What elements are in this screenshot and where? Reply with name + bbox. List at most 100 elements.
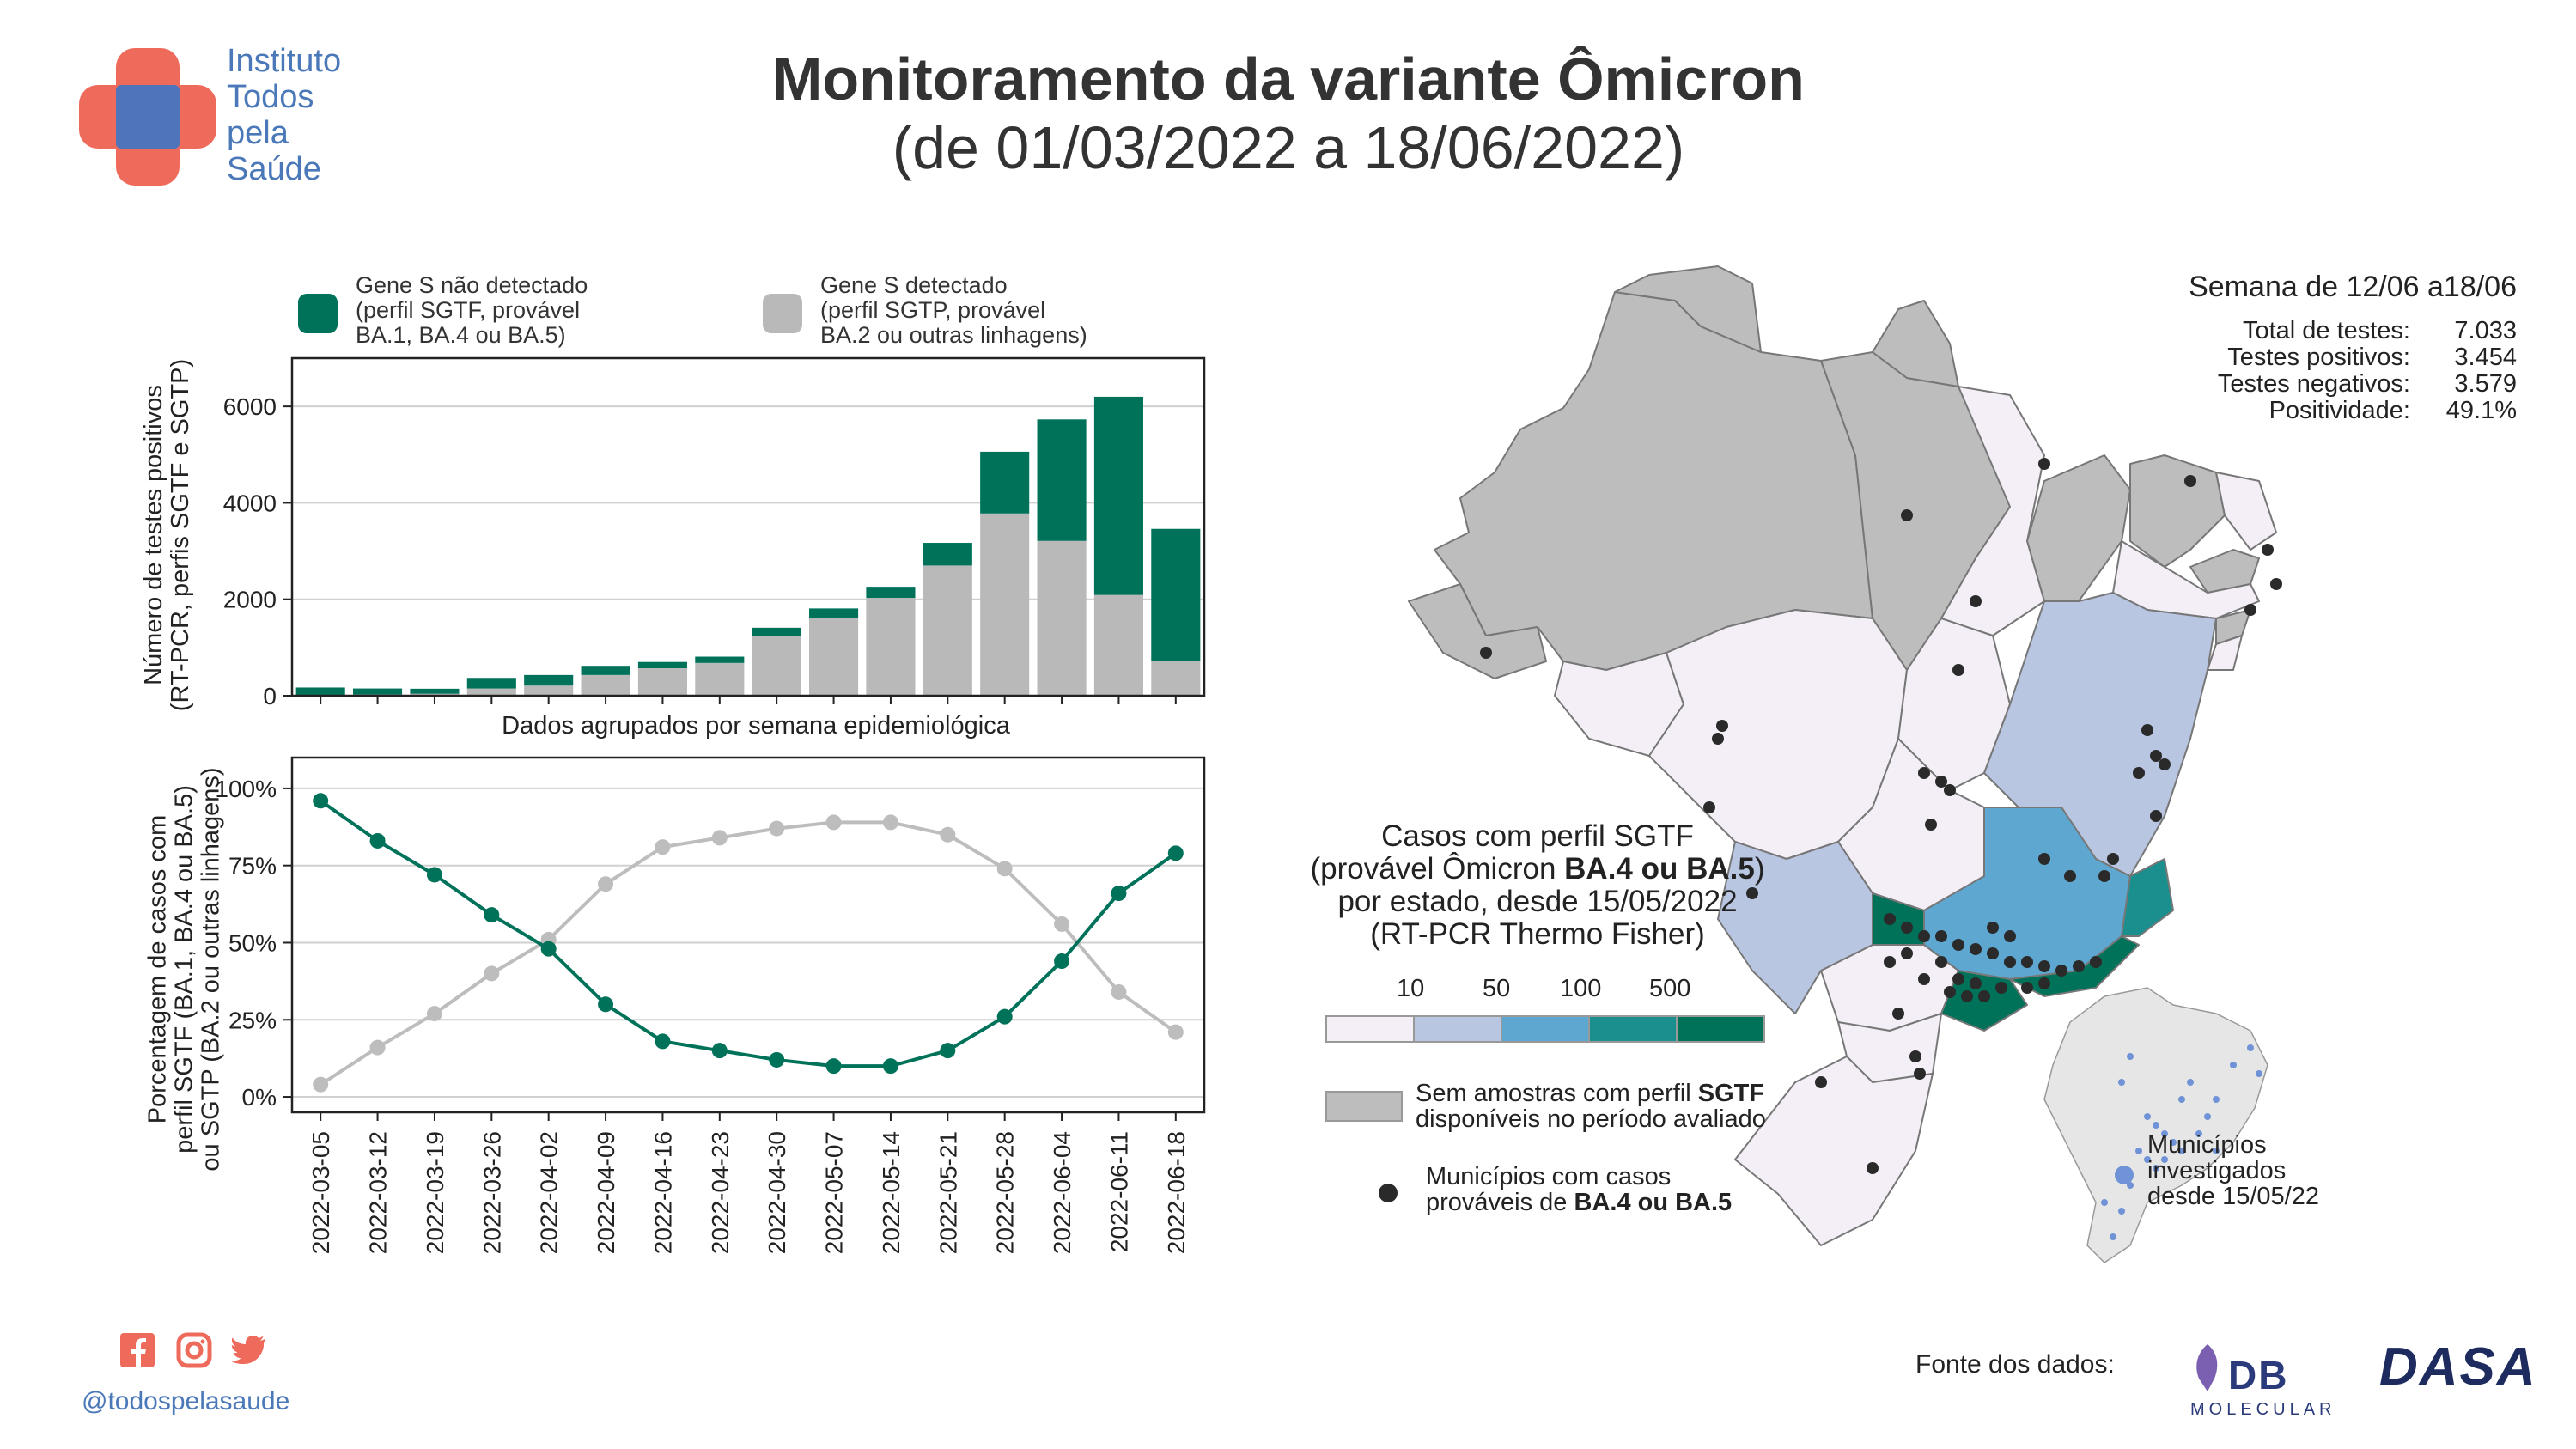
x-tick-label: 2022-04-02 bbox=[536, 1131, 563, 1254]
point-sgtf bbox=[484, 907, 500, 923]
no-samples-label: Sem amostras com perfil SGTF disponíveis… bbox=[1416, 1080, 1766, 1133]
stats-row: Testes positivos: 3.454 bbox=[2227, 344, 2517, 371]
social-icons bbox=[120, 1332, 265, 1368]
legend-sgtf-swatch bbox=[298, 294, 338, 333]
point-sgtf bbox=[426, 867, 442, 883]
point-sgtp bbox=[711, 830, 728, 846]
bar-sgtp bbox=[1151, 661, 1201, 696]
y-tick-label: 75% bbox=[228, 853, 277, 880]
bar-sgtp bbox=[695, 662, 745, 696]
x-tick-label: 2022-05-14 bbox=[878, 1131, 904, 1254]
bar-sgtp bbox=[866, 598, 916, 696]
twitter-icon bbox=[230, 1335, 265, 1364]
bar-sgtf bbox=[637, 661, 687, 668]
color-scale-bar bbox=[1325, 1015, 1765, 1043]
point-sgtp bbox=[598, 876, 614, 892]
stats-row: Total de testes: 7.033 bbox=[2242, 317, 2517, 344]
state-ms bbox=[1717, 841, 1873, 1014]
point-sgtf bbox=[655, 1033, 671, 1050]
stats-row: Positividade: 49.1% bbox=[2268, 397, 2517, 424]
social-handle[interactable]: @todospelasaude bbox=[82, 1387, 290, 1416]
point-sgtf bbox=[369, 832, 386, 849]
bar-chart: 0 2000 4000 6000 bbox=[223, 356, 1206, 709]
bar-sgtf bbox=[752, 627, 801, 636]
x-tick-label: 2022-06-11 bbox=[1105, 1131, 1132, 1252]
point-sgtf bbox=[769, 1051, 785, 1068]
state-ce bbox=[2129, 454, 2226, 568]
bar-sgtf bbox=[980, 451, 1030, 514]
point-sgtf bbox=[1167, 845, 1184, 861]
x-tick-label: 2022-03-12 bbox=[365, 1131, 392, 1254]
facebook-icon bbox=[120, 1333, 155, 1367]
state-rs bbox=[1734, 1056, 1934, 1246]
point-sgtp bbox=[1167, 1024, 1184, 1040]
line-sgtp bbox=[320, 820, 1177, 1087]
logo-text: Instituto Todos pela Saúde bbox=[227, 43, 342, 187]
y-tick-label: 2000 bbox=[223, 587, 277, 613]
data-source-label: Fonte dos dados: bbox=[1915, 1350, 2115, 1379]
plot-frame bbox=[290, 356, 1206, 697]
legend-sgtp-swatch bbox=[763, 294, 802, 333]
bar-sgtp bbox=[923, 565, 972, 696]
point-sgtp bbox=[1054, 916, 1070, 932]
x-tick-label: 2022-04-09 bbox=[593, 1131, 619, 1254]
state-se bbox=[2207, 635, 2243, 671]
bar-sgtf bbox=[581, 666, 630, 675]
point-sgtp bbox=[484, 965, 500, 982]
point-sgtp bbox=[940, 826, 956, 843]
bar-sgtf bbox=[866, 587, 916, 599]
y-tick-label: 0% bbox=[242, 1084, 277, 1111]
point-sgtf bbox=[996, 1008, 1013, 1025]
db-molecular-mark-icon bbox=[2196, 1344, 2218, 1391]
bar-sgtp bbox=[637, 667, 687, 696]
point-sgtf bbox=[825, 1058, 842, 1075]
y-tick-label: 100% bbox=[215, 776, 277, 802]
bar-sgtp bbox=[581, 674, 630, 696]
state-ap bbox=[1872, 300, 1959, 387]
inset-map bbox=[2043, 987, 2268, 1263]
page-subtitle: (de 01/03/2022 a 18/06/2022) bbox=[892, 114, 1685, 181]
x-tick-label: 2022-05-28 bbox=[992, 1131, 1019, 1254]
x-tick-label: 2022-06-04 bbox=[1049, 1131, 1075, 1254]
bar-sgtf bbox=[353, 688, 403, 695]
y-tick-label: 4000 bbox=[223, 490, 277, 516]
x-tick-label: 2022-04-16 bbox=[649, 1131, 676, 1254]
bar-sgtf bbox=[1093, 396, 1143, 595]
point-sgtf bbox=[1111, 886, 1127, 902]
municipality-dots bbox=[1480, 458, 2282, 1174]
point-sgtf bbox=[1054, 953, 1070, 970]
color-scale-labels: 10 50 100 500 bbox=[1397, 975, 1691, 1002]
y-tick-label: 25% bbox=[228, 1007, 277, 1033]
x-tick-label: 2022-04-30 bbox=[764, 1131, 790, 1254]
logo-cross-icon bbox=[79, 48, 216, 186]
line-chart: 0% 25% 50% 75% 100% 2022-03-05 2022-03-12 2022-… bbox=[215, 756, 1206, 1254]
state-rn bbox=[2215, 472, 2277, 551]
bar-sgtf bbox=[524, 674, 574, 686]
point-sgtp bbox=[882, 814, 898, 831]
bar-sgtf bbox=[1037, 419, 1087, 541]
y-tick-label: 50% bbox=[228, 929, 277, 956]
stats-table: Total de testes: 7.033 Testes positivos: 3… bbox=[2130, 318, 2517, 424]
municipio-dot-swatch bbox=[1379, 1184, 1398, 1202]
point-sgtf bbox=[711, 1043, 728, 1059]
x-tick-label: 2022-05-21 bbox=[935, 1131, 961, 1254]
municipio-label: Municípios com casos prováveis de BA.4 o… bbox=[1426, 1163, 1733, 1216]
x-tick-label: 2022-04-23 bbox=[707, 1131, 734, 1254]
state-ac bbox=[1408, 583, 1547, 679]
state-es bbox=[2121, 858, 2174, 937]
point-sgtp bbox=[825, 814, 842, 831]
dasa-logo: DASA bbox=[2379, 1337, 2537, 1397]
y-tick-label: 6000 bbox=[223, 393, 277, 420]
top-chart-xlabel: Dados agrupados por semana epidemiológic… bbox=[502, 712, 1010, 740]
y-tick-label: 0 bbox=[263, 683, 277, 709]
state-rr bbox=[1614, 265, 1762, 353]
bar-sgtf bbox=[809, 608, 859, 618]
bar-sgtf bbox=[466, 678, 516, 689]
point-sgtp bbox=[369, 1039, 386, 1056]
x-tick-label: 2022-03-26 bbox=[478, 1131, 505, 1254]
point-sgtp bbox=[313, 1076, 329, 1093]
point-sgtf bbox=[313, 793, 329, 809]
x-tick-label: 2022-05-07 bbox=[821, 1131, 848, 1254]
state-ma bbox=[1940, 386, 2045, 636]
x-tick-label: 2022-03-05 bbox=[308, 1131, 334, 1254]
